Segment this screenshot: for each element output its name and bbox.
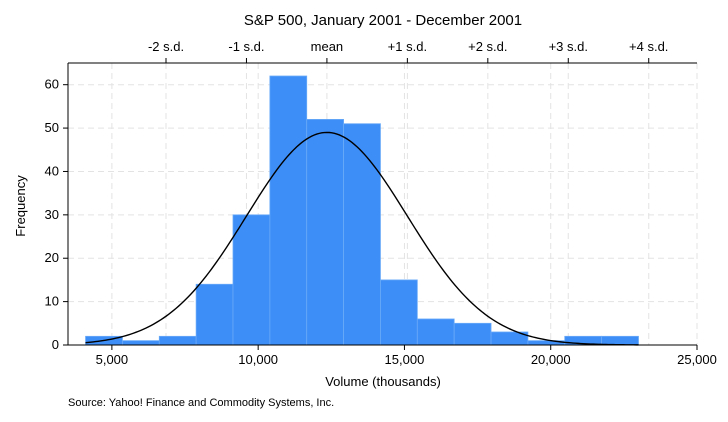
normal-curve-layer (85, 131, 639, 346)
sd-tick-label: mean (311, 39, 344, 54)
x-axis-label: Volume (thousands) (325, 374, 441, 389)
chart-title: S&P 500, January 2001 - December 2001 (244, 12, 522, 29)
normal-density-curve (85, 131, 639, 346)
y-tick-label: 60 (45, 77, 59, 92)
histogram-bar (601, 335, 639, 346)
y-tick-label: 30 (45, 207, 59, 222)
x-tick-label: 25,000 (677, 352, 717, 367)
sd-tick-label: +2 s.d. (468, 39, 507, 54)
x-tick-label: 10,000 (238, 352, 278, 367)
x-tick-label: 20,000 (531, 352, 571, 367)
histogram-bar (195, 283, 234, 346)
histogram-bar (122, 340, 160, 346)
y-axis-label: Frequency (13, 175, 28, 237)
x-tick-label: 5,000 (96, 352, 129, 367)
y-tick-label: 50 (45, 120, 59, 135)
histogram-bar (380, 279, 418, 346)
histogram-bar (232, 214, 271, 346)
histogram-bar (453, 322, 492, 346)
sd-tick-label: +3 s.d. (549, 39, 588, 54)
histogram-bar (343, 123, 381, 346)
ticks-layer: 0 10 20 30 40 50 60 5,000 10,000 15,000 20,000 25,0… (45, 39, 717, 367)
y-tick-label: 40 (45, 163, 59, 178)
axes-layer (67, 62, 697, 346)
bars-layer (85, 75, 639, 346)
histogram-bar (416, 318, 455, 346)
sd-tick-label: -2 s.d. (148, 39, 184, 54)
y-tick-label: 20 (45, 250, 59, 265)
source-note: Source: Yahoo! Finance and Commodity Sys… (68, 397, 334, 409)
sd-tick-label: +1 s.d. (388, 39, 427, 54)
histogram-bar (269, 75, 308, 346)
sd-tick-label: +4 s.d. (629, 39, 668, 54)
y-tick-label: 0 (52, 337, 59, 352)
histogram-bar (306, 119, 344, 346)
histogram-bar (158, 335, 197, 346)
sd-tick-label: -1 s.d. (228, 39, 264, 54)
x-tick-label: 15,000 (385, 352, 425, 367)
y-tick-label: 10 (45, 294, 59, 309)
